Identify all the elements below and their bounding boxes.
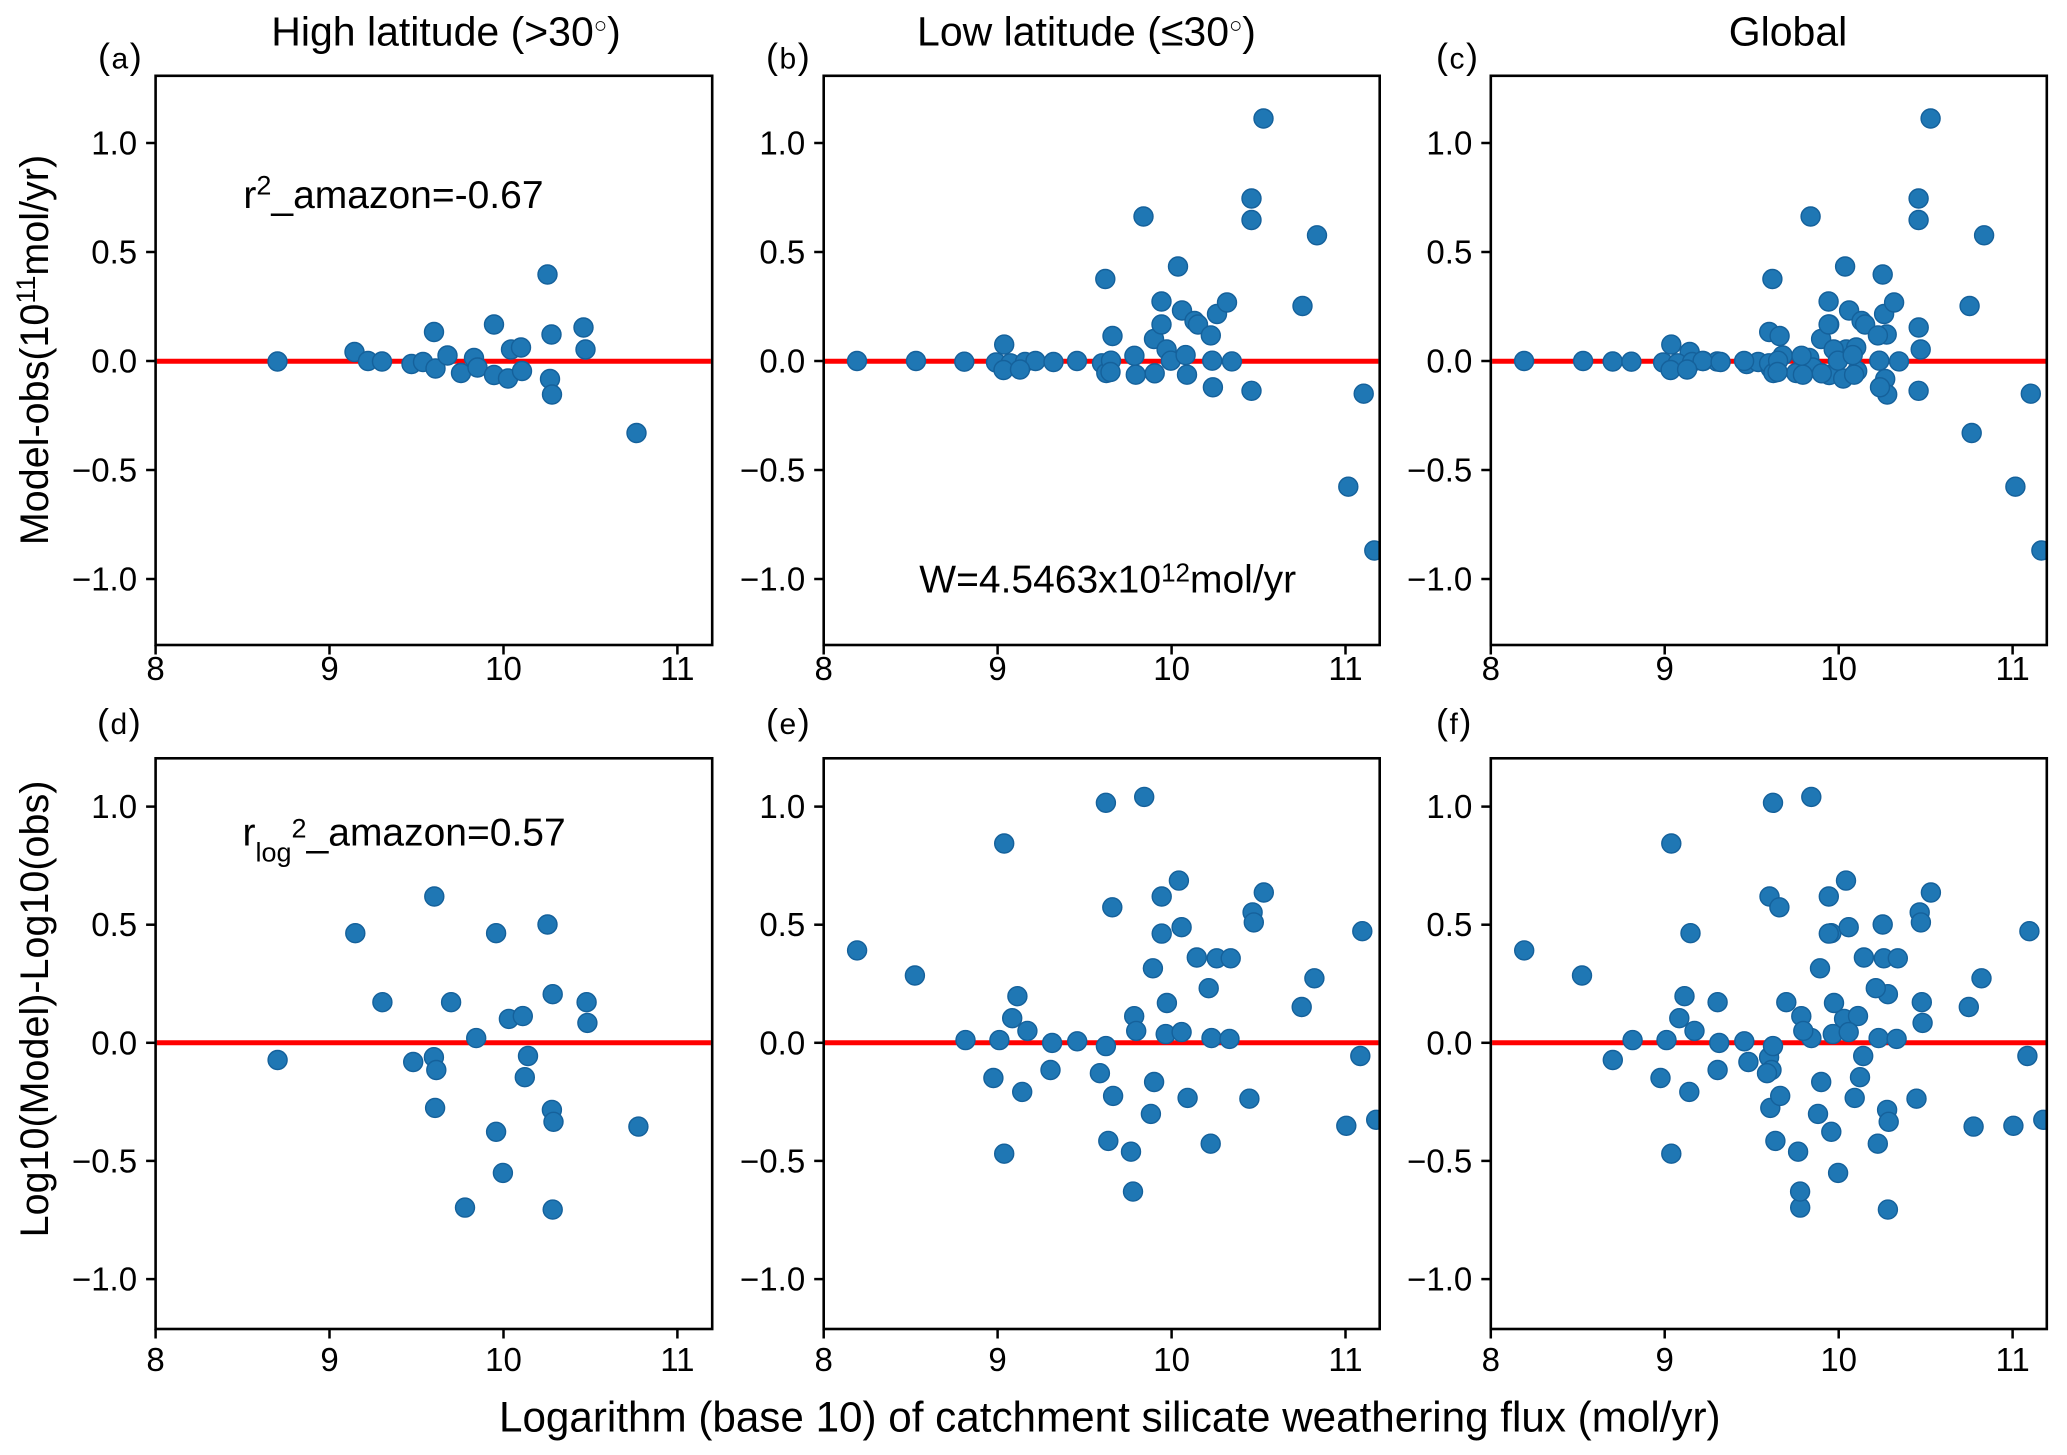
svg-text:10: 10 xyxy=(485,650,522,687)
svg-text:10: 10 xyxy=(1820,1341,1857,1378)
svg-text:Logarithm (base 10) of catchme: Logarithm (base 10) of catchment silicat… xyxy=(499,1393,1721,1440)
svg-text:(a): (a) xyxy=(98,36,143,77)
svg-text:1.0: 1.0 xyxy=(759,788,805,825)
svg-text:0.5: 0.5 xyxy=(91,234,137,271)
svg-text:−0.5: −0.5 xyxy=(1407,452,1472,489)
svg-text:10: 10 xyxy=(1153,650,1190,687)
svg-text:0.5: 0.5 xyxy=(759,234,805,271)
svg-text:11: 11 xyxy=(660,650,694,687)
svg-text:Model-obs(1011mol/yr): Model-obs(1011mol/yr) xyxy=(11,155,57,545)
svg-text:Log10(Model)-Log10(obs): Log10(Model)-Log10(obs) xyxy=(13,781,57,1238)
svg-text:W=4.5463x1012mol/yr: W=4.5463x1012mol/yr xyxy=(919,558,1296,602)
svg-text:(e): (e) xyxy=(766,701,811,742)
svg-text:8: 8 xyxy=(146,650,164,687)
svg-text:8: 8 xyxy=(815,1341,833,1378)
svg-text:11: 11 xyxy=(1328,650,1362,687)
svg-text:Global: Global xyxy=(1729,8,1848,54)
svg-text:10: 10 xyxy=(485,1341,522,1378)
svg-text:r2_amazon=-0.67: r2_amazon=-0.67 xyxy=(243,171,543,218)
svg-text:0.0: 0.0 xyxy=(91,1024,137,1061)
svg-text:10: 10 xyxy=(1820,650,1857,687)
svg-text:1.0: 1.0 xyxy=(1426,788,1472,825)
svg-text:0.5: 0.5 xyxy=(91,906,137,943)
svg-text:0.0: 0.0 xyxy=(759,1024,805,1061)
svg-text:−0.5: −0.5 xyxy=(1407,1142,1472,1179)
svg-text:0.0: 0.0 xyxy=(1426,1024,1472,1061)
svg-text:9: 9 xyxy=(988,1341,1006,1378)
svg-text:−0.5: −0.5 xyxy=(740,452,805,489)
svg-text:0.5: 0.5 xyxy=(1426,906,1472,943)
svg-text:1.0: 1.0 xyxy=(91,125,137,162)
svg-text:9: 9 xyxy=(1656,1341,1674,1378)
svg-text:11: 11 xyxy=(1328,1341,1362,1378)
svg-text:−1.0: −1.0 xyxy=(72,1261,137,1298)
svg-text:High latitude (>30○): High latitude (>30○) xyxy=(271,8,620,54)
svg-text:9: 9 xyxy=(320,650,338,687)
svg-text:(d): (d) xyxy=(97,701,142,742)
svg-text:1.0: 1.0 xyxy=(759,125,805,162)
svg-text:11: 11 xyxy=(660,1341,694,1378)
svg-text:−1.0: −1.0 xyxy=(72,561,137,598)
svg-text:0.0: 0.0 xyxy=(759,343,805,380)
svg-text:10: 10 xyxy=(1153,1341,1190,1378)
svg-text:9: 9 xyxy=(1656,650,1674,687)
svg-text:0.0: 0.0 xyxy=(91,343,137,380)
svg-text:9: 9 xyxy=(988,650,1006,687)
svg-text:−1.0: −1.0 xyxy=(1407,1261,1472,1298)
svg-text:(c): (c) xyxy=(1436,36,1480,77)
svg-text:9: 9 xyxy=(320,1341,338,1378)
svg-text:0.5: 0.5 xyxy=(759,906,805,943)
svg-text:8: 8 xyxy=(146,1341,164,1378)
svg-text:−1.0: −1.0 xyxy=(740,561,805,598)
svg-text:(f): (f) xyxy=(1436,701,1473,742)
svg-text:−0.5: −0.5 xyxy=(740,1142,805,1179)
svg-text:8: 8 xyxy=(815,650,833,687)
svg-text:0.0: 0.0 xyxy=(1426,343,1472,380)
svg-text:8: 8 xyxy=(1482,1341,1500,1378)
svg-text:−1.0: −1.0 xyxy=(740,1261,805,1298)
svg-text:−0.5: −0.5 xyxy=(72,452,137,489)
svg-text:−0.5: −0.5 xyxy=(72,1142,137,1179)
svg-text:11: 11 xyxy=(1995,1341,2029,1378)
svg-text:Low latitude (≤30○): Low latitude (≤30○) xyxy=(917,8,1256,54)
svg-text:0.5: 0.5 xyxy=(1426,234,1472,271)
svg-text:1.0: 1.0 xyxy=(1426,125,1472,162)
svg-text:(b): (b) xyxy=(766,36,811,77)
svg-text:11: 11 xyxy=(1995,650,2029,687)
svg-text:8: 8 xyxy=(1482,650,1500,687)
svg-text:−1.0: −1.0 xyxy=(1407,561,1472,598)
svg-text:1.0: 1.0 xyxy=(91,788,137,825)
